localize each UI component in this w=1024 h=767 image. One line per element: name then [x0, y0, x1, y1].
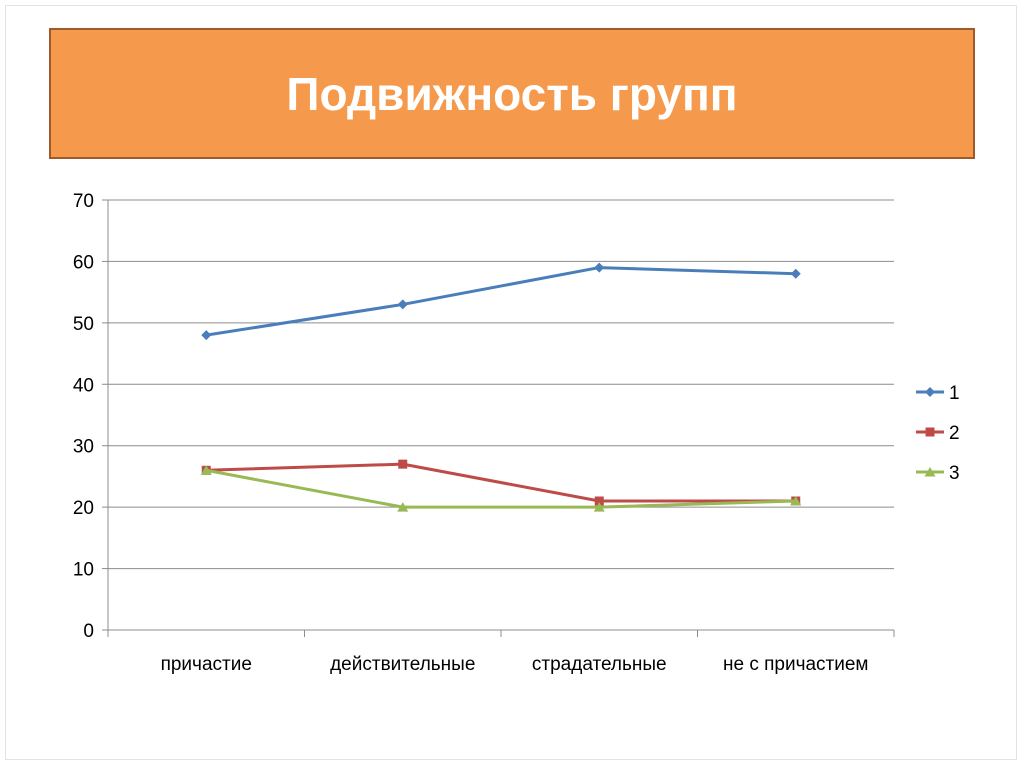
data-point [594, 262, 605, 273]
series-line [206, 462, 796, 503]
y-tick-label: 0 [83, 621, 94, 642]
series-2 [201, 459, 801, 506]
series-1 [201, 262, 801, 341]
data-point [201, 330, 212, 341]
legend-marker [924, 467, 936, 477]
data-point [790, 496, 802, 506]
data-point [594, 496, 604, 506]
data-point [593, 502, 605, 512]
x-category-label: страдательные [532, 654, 667, 675]
legend-label: 3 [949, 463, 960, 484]
title-banner: Подвижность групп [49, 28, 975, 159]
legend: 1 2 3 [916, 383, 960, 484]
data-point [397, 502, 409, 512]
slide-title: Подвижность групп [286, 67, 738, 120]
slide-frame [5, 5, 1017, 760]
x-category-label: не с причастием [723, 654, 869, 675]
legend-label: 1 [949, 383, 960, 404]
legend-marker [925, 427, 935, 437]
legend-marker [925, 387, 935, 397]
legend-item-2: 2 [916, 423, 960, 444]
y-tick-label: 50 [73, 314, 94, 335]
series-lines [200, 262, 802, 512]
data-point [200, 465, 212, 475]
legend-item-1: 1 [916, 383, 960, 404]
series-3 [200, 465, 802, 512]
y-tick-label: 20 [73, 498, 94, 519]
data-point [790, 268, 801, 279]
y-tick-label: 70 [73, 191, 94, 212]
grid-lines [108, 199, 894, 570]
series-line [205, 468, 796, 509]
legend-item-3: 3 [916, 463, 960, 484]
y-tick-label: 10 [73, 560, 94, 581]
y-tick-label: 40 [73, 375, 94, 396]
series-line [206, 266, 796, 337]
y-tick-label: 30 [73, 437, 94, 458]
x-category-label: действительные [330, 654, 475, 675]
x-category-label: причастие [161, 654, 252, 675]
axes: 0 10 20 30 40 50 60 70 причастие действительные ст… [73, 191, 895, 675]
legend-label: 2 [949, 423, 960, 444]
data-point [397, 299, 408, 310]
data-point [398, 459, 408, 469]
y-tick-label: 60 [73, 252, 94, 273]
